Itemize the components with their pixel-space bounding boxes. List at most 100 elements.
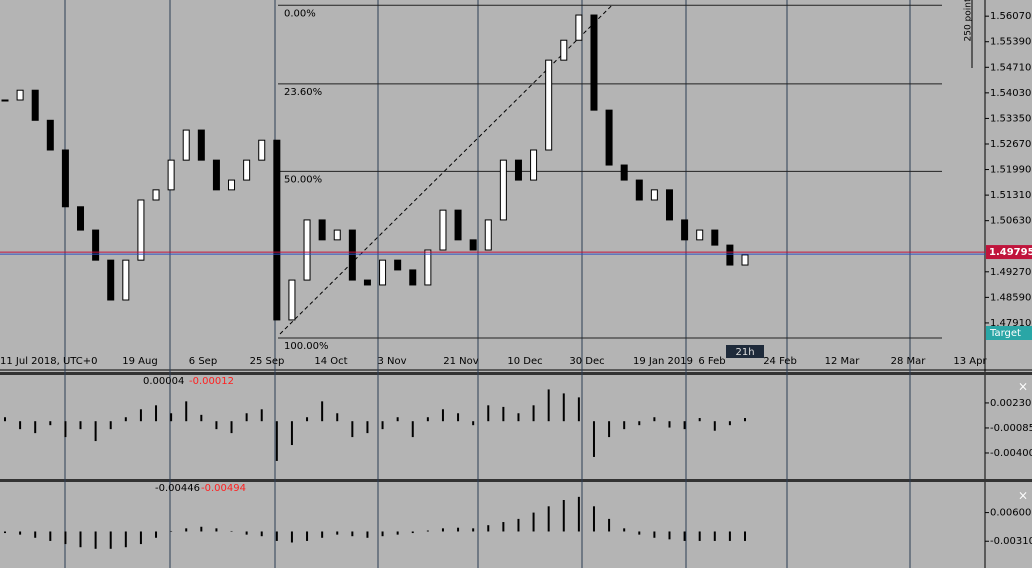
candle: [726, 244, 734, 266]
candle: [31, 89, 39, 121]
candle: [394, 259, 402, 271]
y-tick-label: 0.00600: [990, 508, 1031, 519]
y-tick-label: 1.49270: [990, 267, 1031, 278]
candle: [137, 199, 145, 261]
timer-tag: [726, 345, 764, 358]
candle: [273, 139, 281, 321]
candle: [741, 254, 749, 266]
candle: [363, 279, 371, 286]
x-tick-label: 19 Jan 2019: [633, 356, 693, 367]
x-tick-label: 14 Oct: [314, 356, 347, 367]
candle: [499, 159, 507, 221]
candle: [409, 269, 417, 286]
candle: [152, 189, 160, 201]
x-tick-label: 10 Dec: [507, 356, 542, 367]
candle: [424, 249, 432, 286]
panel-separator: [0, 479, 1032, 482]
x-tick-label: 12 Mar: [825, 356, 861, 367]
x-tick-label: 21 Nov: [443, 356, 479, 367]
candle: [454, 209, 462, 241]
target-label: Target: [989, 328, 1021, 339]
candle: [530, 149, 538, 181]
candle: [605, 109, 613, 166]
candle: [212, 159, 220, 191]
candle: [575, 14, 583, 41]
candle: [182, 129, 190, 161]
y-tick-label: 1.52670: [990, 139, 1031, 150]
candle: [288, 279, 296, 321]
candle: [303, 219, 311, 281]
candle: [61, 149, 69, 208]
candle: [696, 229, 704, 241]
indicator-readout: -0.00012: [189, 376, 234, 387]
fib-label: 50.00%: [284, 174, 322, 185]
x-tick-label: 11 Jul 2018, UTC+0: [0, 356, 98, 367]
candle: [545, 59, 553, 151]
current-price-label: 1.49795: [989, 247, 1032, 258]
candle: [92, 229, 100, 261]
current-price-tag: [986, 245, 1032, 260]
candle: [711, 229, 719, 246]
candle: [107, 259, 115, 301]
panel-separator: [0, 372, 1032, 375]
candle: [379, 259, 387, 286]
x-tick-label: 6 Sep: [189, 356, 217, 367]
candle: [560, 39, 568, 61]
fib-trendline: [279, 4, 613, 335]
x-tick-label: 6 Feb: [698, 356, 725, 367]
y-tick-label: 0.00230: [990, 398, 1031, 409]
scale-label: 250 point: [964, 0, 974, 42]
y-tick-label: 1.54710: [990, 62, 1031, 73]
fib-label: 23.60%: [284, 87, 322, 98]
candle: [122, 259, 130, 301]
x-tick-label: 19 Aug: [122, 356, 157, 367]
y-tick-label: 1.53350: [990, 113, 1031, 124]
x-tick-label: 28 Mar: [891, 356, 927, 367]
candle: [228, 179, 236, 191]
candle: [514, 159, 522, 181]
candle: [620, 164, 628, 181]
indicator-readout: 0.00004: [143, 376, 184, 387]
candle: [635, 179, 643, 201]
candle: [243, 159, 251, 181]
indicator-readout: -0.00494: [201, 483, 246, 494]
close-panel[interactable]: ×: [1018, 489, 1028, 503]
candle: [197, 129, 205, 161]
candle: [167, 159, 175, 191]
candle: [469, 239, 477, 251]
y-tick-label: 1.50630: [990, 216, 1031, 227]
close-panel[interactable]: ×: [1018, 380, 1028, 394]
x-tick-label: 25 Sep: [250, 356, 285, 367]
timer-label: 21h: [735, 347, 754, 358]
y-tick-label: -0.00400: [990, 448, 1032, 459]
candle: [439, 209, 447, 251]
y-tick-label: 1.55390: [990, 37, 1031, 48]
candle: [258, 139, 266, 161]
candle: [46, 119, 54, 151]
candle: [590, 14, 598, 111]
candle: [333, 229, 341, 241]
fib-label: 0.00%: [284, 8, 316, 19]
x-tick-label: 24 Feb: [763, 356, 797, 367]
x-tick-label: 30 Dec: [569, 356, 604, 367]
y-tick-label: 1.51990: [990, 165, 1031, 176]
candle: [650, 189, 658, 201]
candle: [484, 219, 492, 251]
candle: [665, 189, 673, 221]
candle: [348, 229, 356, 281]
x-tick-label: 3 Nov: [377, 356, 406, 367]
candle: [681, 219, 689, 241]
candle: [1, 99, 9, 102]
y-tick-label: 1.54030: [990, 88, 1031, 99]
y-tick-label: 1.56070: [990, 11, 1031, 22]
candle: [16, 89, 24, 101]
y-tick-label: -0.00310: [990, 536, 1032, 547]
y-tick-label: 1.51310: [990, 190, 1031, 201]
target-tag: [986, 326, 1032, 340]
indicator-readout: -0.00446: [155, 483, 200, 494]
x-tick-label: 13 Apr: [953, 356, 987, 367]
fib-label: 100.00%: [284, 341, 329, 352]
y-tick-label: 1.48590: [990, 292, 1031, 303]
